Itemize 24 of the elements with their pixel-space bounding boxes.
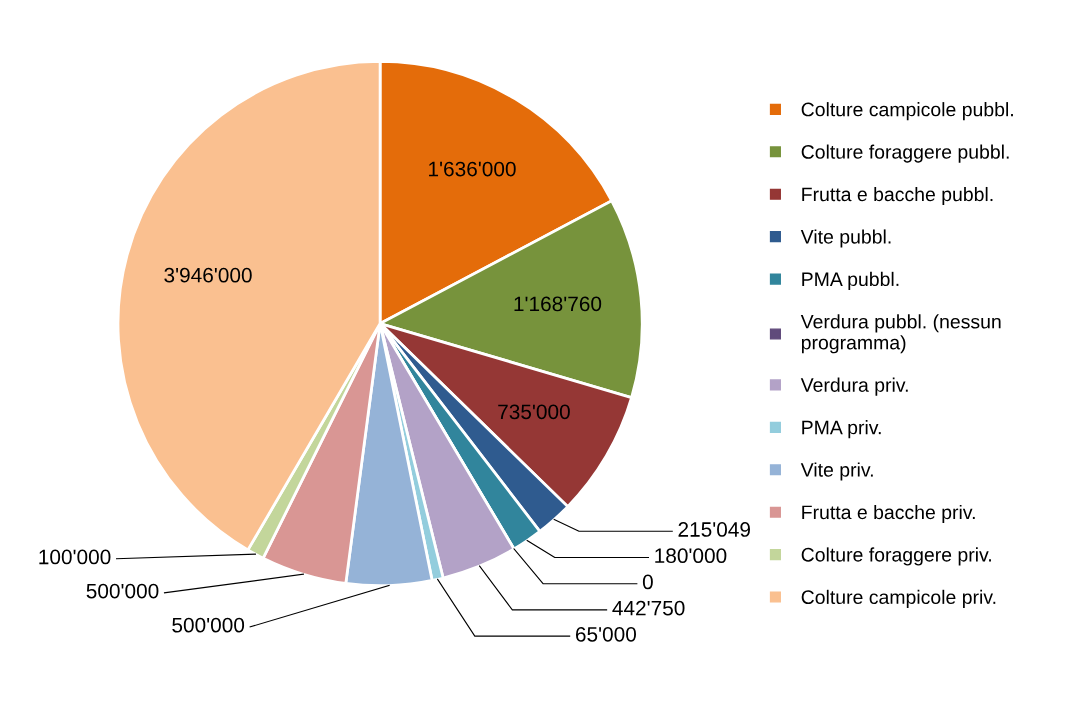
legend-label: Colture campicole priv. bbox=[801, 589, 996, 608]
legend-label: Vite priv. bbox=[800, 462, 873, 481]
legend-label: Verdura priv. bbox=[800, 377, 908, 396]
data-label: 500'000 bbox=[86, 583, 159, 599]
data-label: 442'750 bbox=[612, 600, 685, 616]
data-label: 1'636'000 bbox=[429, 161, 516, 177]
legend-label: Verdura pubbl. (nessun programma) bbox=[800, 314, 1001, 354]
data-label: 180'000 bbox=[655, 548, 727, 564]
data-label: 1'168'760 bbox=[514, 296, 602, 312]
legend-label: PMA priv. bbox=[802, 420, 881, 439]
legend-label: Frutta e bacche pubbl. bbox=[802, 186, 993, 206]
data-label: 65'000 bbox=[575, 626, 637, 642]
data-label: 3'946'000 bbox=[164, 267, 252, 283]
legend-label: Colture foraggere pubbl. bbox=[801, 144, 1009, 163]
legend-label: Colture campicole pubbl. bbox=[801, 102, 1013, 121]
legend-label: Frutta e bacche priv. bbox=[802, 504, 975, 524]
legend-label: PMA pubbl. bbox=[802, 271, 899, 290]
data-label: 100'000 bbox=[39, 549, 111, 565]
data-label: 500'000 bbox=[172, 617, 245, 633]
data-label: 735'000 bbox=[498, 404, 570, 420]
legend-label: Vite pubbl. bbox=[800, 229, 891, 248]
text: 0 bbox=[642, 574, 653, 590]
legend-label: Colture foraggere priv. bbox=[801, 547, 991, 566]
data-label: 215'049 bbox=[678, 522, 750, 537]
